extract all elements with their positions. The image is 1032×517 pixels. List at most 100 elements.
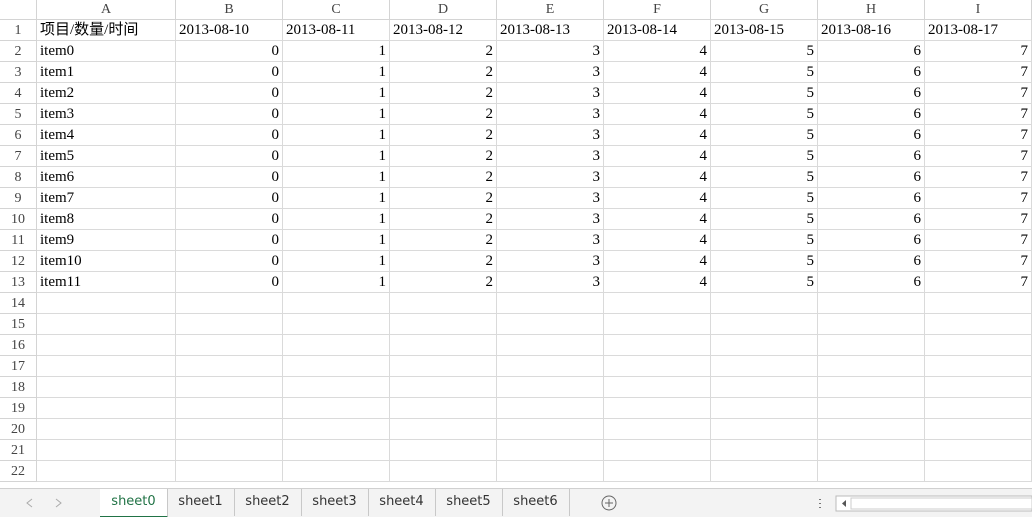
- cell[interactable]: [604, 419, 711, 440]
- cell[interactable]: 6: [818, 104, 925, 125]
- cell[interactable]: 3: [497, 188, 604, 209]
- cell[interactable]: 6: [818, 125, 925, 146]
- cell[interactable]: [37, 356, 176, 377]
- cell[interactable]: [176, 377, 283, 398]
- cell[interactable]: 7: [925, 62, 1032, 83]
- row-header[interactable]: 14: [0, 293, 37, 314]
- row-header[interactable]: 18: [0, 377, 37, 398]
- cell[interactable]: [283, 440, 390, 461]
- cell[interactable]: [818, 461, 925, 482]
- cell[interactable]: 2: [390, 146, 497, 167]
- cell[interactable]: 2013-08-12: [390, 20, 497, 41]
- cell[interactable]: 6: [818, 41, 925, 62]
- cell[interactable]: item8: [37, 209, 176, 230]
- cell[interactable]: [283, 377, 390, 398]
- cell[interactable]: [497, 314, 604, 335]
- cell[interactable]: [283, 335, 390, 356]
- add-sheet[interactable]: [601, 495, 617, 511]
- row-header[interactable]: 19: [0, 398, 37, 419]
- cell[interactable]: [711, 461, 818, 482]
- cell[interactable]: item5: [37, 146, 176, 167]
- cell[interactable]: item10: [37, 251, 176, 272]
- sheet-tab[interactable]: sheet3: [301, 489, 369, 516]
- cell[interactable]: [37, 293, 176, 314]
- cell[interactable]: 6: [818, 230, 925, 251]
- cell[interactable]: 2013-08-15: [711, 20, 818, 41]
- cell[interactable]: 3: [497, 104, 604, 125]
- cell[interactable]: 7: [925, 104, 1032, 125]
- cell[interactable]: [497, 440, 604, 461]
- cell[interactable]: 3: [497, 209, 604, 230]
- cell[interactable]: [176, 356, 283, 377]
- cell[interactable]: [711, 293, 818, 314]
- cell[interactable]: 0: [176, 209, 283, 230]
- cell[interactable]: [711, 335, 818, 356]
- cell[interactable]: 5: [711, 209, 818, 230]
- cell[interactable]: 0: [176, 146, 283, 167]
- cell[interactable]: [283, 293, 390, 314]
- cell[interactable]: [176, 461, 283, 482]
- cell[interactable]: [497, 356, 604, 377]
- cell[interactable]: [283, 461, 390, 482]
- cell[interactable]: 1: [283, 188, 390, 209]
- cell[interactable]: 6: [818, 62, 925, 83]
- cell[interactable]: [37, 335, 176, 356]
- cell[interactable]: item9: [37, 230, 176, 251]
- cell[interactable]: 6: [818, 146, 925, 167]
- cell[interactable]: [37, 440, 176, 461]
- cell[interactable]: 1: [283, 272, 390, 293]
- cell[interactable]: [604, 377, 711, 398]
- cell[interactable]: [37, 461, 176, 482]
- cell[interactable]: 0: [176, 125, 283, 146]
- cell[interactable]: 2: [390, 188, 497, 209]
- cell[interactable]: 2: [390, 209, 497, 230]
- cell[interactable]: [176, 440, 283, 461]
- cell[interactable]: [818, 377, 925, 398]
- cell[interactable]: [925, 377, 1032, 398]
- cell[interactable]: [818, 293, 925, 314]
- cell[interactable]: 6: [818, 272, 925, 293]
- cell[interactable]: 4: [604, 41, 711, 62]
- cell[interactable]: 0: [176, 83, 283, 104]
- cell[interactable]: item7: [37, 188, 176, 209]
- cell[interactable]: [711, 440, 818, 461]
- cell[interactable]: 5: [711, 125, 818, 146]
- scroll-thumb[interactable]: [850, 497, 1032, 510]
- cell[interactable]: [604, 314, 711, 335]
- row-header[interactable]: 8: [0, 167, 37, 188]
- cell[interactable]: [176, 293, 283, 314]
- cell[interactable]: 2: [390, 251, 497, 272]
- cell[interactable]: 5: [711, 251, 818, 272]
- cell[interactable]: [176, 314, 283, 335]
- row-header[interactable]: 2: [0, 41, 37, 62]
- row-header[interactable]: 11: [0, 230, 37, 251]
- cell[interactable]: 0: [176, 62, 283, 83]
- cell[interactable]: [283, 314, 390, 335]
- cell[interactable]: [37, 377, 176, 398]
- row-header[interactable]: 4: [0, 83, 37, 104]
- cell[interactable]: [604, 461, 711, 482]
- sheet-tab[interactable]: sheet0: [100, 489, 168, 517]
- cell[interactable]: [925, 293, 1032, 314]
- cell[interactable]: [925, 440, 1032, 461]
- sheet-tab[interactable]: sheet4: [368, 489, 436, 516]
- cell[interactable]: [37, 314, 176, 335]
- row-header[interactable]: 5: [0, 104, 37, 125]
- cell[interactable]: item0: [37, 41, 176, 62]
- cell[interactable]: [497, 419, 604, 440]
- cell[interactable]: item6: [37, 167, 176, 188]
- prev-arrow[interactable]: [26, 498, 33, 508]
- cell[interactable]: 1: [283, 146, 390, 167]
- cell[interactable]: [390, 461, 497, 482]
- cell[interactable]: [818, 440, 925, 461]
- cell[interactable]: 2013-08-16: [818, 20, 925, 41]
- row-header[interactable]: 17: [0, 356, 37, 377]
- cell[interactable]: 1: [283, 125, 390, 146]
- cell[interactable]: 4: [604, 188, 711, 209]
- cell[interactable]: 项目/数量/时间: [37, 20, 176, 41]
- column-header[interactable]: B: [176, 0, 283, 20]
- cell[interactable]: 2: [390, 125, 497, 146]
- cell[interactable]: 4: [604, 209, 711, 230]
- cell[interactable]: 3: [497, 167, 604, 188]
- cell[interactable]: [711, 398, 818, 419]
